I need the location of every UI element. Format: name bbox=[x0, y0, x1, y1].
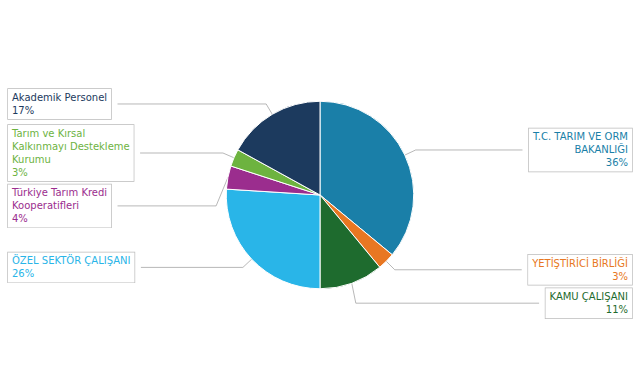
svg-text:BAKANLIĞI: BAKANLIĞI bbox=[574, 143, 628, 155]
svg-text:Kooperatifleri: Kooperatifleri bbox=[12, 200, 79, 211]
svg-text:T.C. TARIM VE ORM: T.C. TARIM VE ORM bbox=[532, 131, 628, 142]
svg-text:36%: 36% bbox=[606, 157, 628, 168]
svg-text:ÖZEL SEKTÖR ÇALIŞANI: ÖZEL SEKTÖR ÇALIŞANI bbox=[12, 254, 131, 266]
svg-text:YETİŞTİRİCİ BİRLİĞİ: YETİŞTİRİCİ BİRLİĞİ bbox=[531, 257, 628, 269]
svg-text:3%: 3% bbox=[12, 167, 28, 178]
svg-text:Kalkınmayı Destekleme: Kalkınmayı Destekleme bbox=[12, 141, 130, 152]
svg-text:26%: 26% bbox=[12, 268, 34, 279]
svg-text:11%: 11% bbox=[606, 304, 628, 315]
svg-text:Türkiye Tarım Kredi: Türkiye Tarım Kredi bbox=[11, 187, 107, 198]
svg-text:Kurumu: Kurumu bbox=[12, 154, 51, 165]
svg-text:Tarım ve Kırsal: Tarım ve Kırsal bbox=[11, 128, 85, 139]
svg-text:17%: 17% bbox=[12, 105, 34, 116]
svg-text:KAMU ÇALIŞANI: KAMU ÇALIŞANI bbox=[550, 291, 629, 302]
svg-text:Akademik Personel: Akademik Personel bbox=[12, 92, 107, 103]
svg-text:4%: 4% bbox=[12, 213, 28, 224]
svg-text:3%: 3% bbox=[612, 271, 628, 282]
